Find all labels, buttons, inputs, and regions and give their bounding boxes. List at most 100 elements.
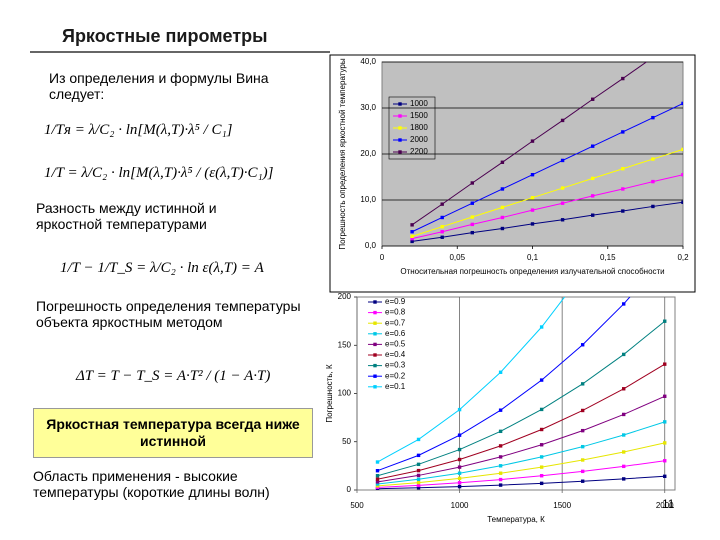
data-point — [498, 471, 503, 475]
data-point — [440, 224, 444, 229]
y-tick-label: 30,0 — [360, 103, 376, 112]
data-point — [416, 473, 421, 478]
legend-label: 1800 — [410, 123, 428, 132]
legend-label: 1500 — [410, 111, 428, 120]
data-point — [622, 433, 626, 437]
data-point — [498, 455, 503, 459]
legend-marker — [373, 363, 377, 368]
data-point — [375, 477, 380, 481]
legend-marker — [398, 138, 402, 142]
slide-title: Яркостные пирометры — [62, 26, 268, 46]
data-point — [591, 213, 595, 217]
data-point — [375, 474, 380, 478]
legend-marker — [373, 342, 377, 347]
data-point — [622, 464, 626, 469]
data-point — [470, 230, 474, 235]
series-line — [377, 460, 665, 488]
series-line — [411, 148, 683, 237]
data-point — [621, 130, 625, 134]
x-tick-label: 1000 — [451, 501, 469, 510]
data-point — [440, 230, 444, 234]
data-point — [591, 176, 595, 181]
data-point — [681, 35, 684, 38]
data-point — [651, 157, 655, 161]
legend-label: e=0.1 — [385, 382, 406, 391]
data-point — [470, 215, 474, 219]
data-point — [622, 412, 626, 417]
formula: 1/Tя = λ/C₂ · ln[M(λ,T)·λ⁵ / C₁] — [44, 122, 233, 138]
data-point — [539, 474, 544, 478]
data-point — [457, 484, 462, 489]
series-line — [377, 297, 566, 463]
data-point — [663, 420, 667, 424]
data-point — [498, 370, 503, 374]
data-point — [530, 222, 535, 226]
data-point — [622, 450, 626, 454]
y-tick-label: 200 — [338, 292, 352, 301]
data-point — [560, 218, 565, 222]
highlight-text: Яркостная температура всегда ниже истинн… — [46, 416, 300, 449]
legend-marker — [373, 385, 377, 389]
y-tick-label: 10,0 — [360, 195, 376, 204]
data-point — [457, 481, 462, 485]
data-point — [591, 194, 595, 198]
legend-label: e=0.2 — [385, 371, 406, 380]
data-point — [416, 477, 421, 481]
y-tick-label: 100 — [338, 389, 352, 398]
x-tick-label: 0,05 — [449, 253, 465, 262]
data-point — [498, 408, 503, 412]
data-point — [539, 455, 544, 459]
legend-label: e=0.3 — [385, 361, 406, 370]
data-point — [663, 319, 667, 323]
data-point — [580, 408, 585, 413]
data-point — [440, 202, 444, 206]
legend-marker — [373, 310, 377, 315]
data-point — [681, 200, 683, 204]
data-point — [500, 160, 505, 164]
data-point — [580, 382, 585, 386]
data-point — [560, 158, 565, 163]
series-line — [411, 174, 683, 240]
x-axis-label: Относительная погрешность определения из… — [400, 267, 664, 276]
y-tick-label: 40,0 — [360, 57, 376, 66]
data-point — [663, 394, 667, 398]
data-point — [591, 97, 595, 101]
data-point — [416, 483, 421, 488]
y-tick-label: 0,0 — [365, 241, 377, 250]
legend-box — [388, 96, 436, 160]
data-point — [457, 433, 462, 437]
data-point — [681, 101, 683, 106]
legend-marker — [373, 332, 377, 336]
series-group — [375, 297, 667, 490]
data-point — [498, 477, 503, 482]
data-point — [500, 187, 505, 191]
data-point — [375, 484, 380, 488]
formula: ΔT = T − T_S = A·T² / (1 − A·T) — [76, 368, 271, 384]
data-point — [500, 205, 505, 210]
series-line — [377, 475, 665, 490]
difference-text: Разность между истинной и яркостной темп… — [36, 200, 217, 232]
data-point — [410, 234, 414, 239]
data-point — [410, 239, 414, 244]
data-point — [457, 407, 462, 412]
series-line — [377, 363, 665, 480]
data-point — [580, 343, 585, 347]
data-point — [410, 230, 414, 234]
x-tick-label: 2000 — [656, 501, 674, 510]
legend-marker — [373, 300, 377, 304]
data-point — [457, 457, 462, 462]
x-axis-label: Температура, К — [487, 515, 545, 524]
legend-marker — [373, 374, 377, 378]
series-line — [412, 201, 683, 242]
data-point — [440, 215, 444, 220]
series-line — [377, 395, 665, 483]
data-point — [470, 222, 474, 227]
data-point — [530, 196, 535, 200]
legend-marker — [398, 114, 402, 118]
x-tick-label: 0,1 — [527, 253, 539, 262]
series-line — [377, 297, 631, 472]
page-number: 11 — [662, 497, 675, 511]
data-point — [580, 458, 585, 462]
